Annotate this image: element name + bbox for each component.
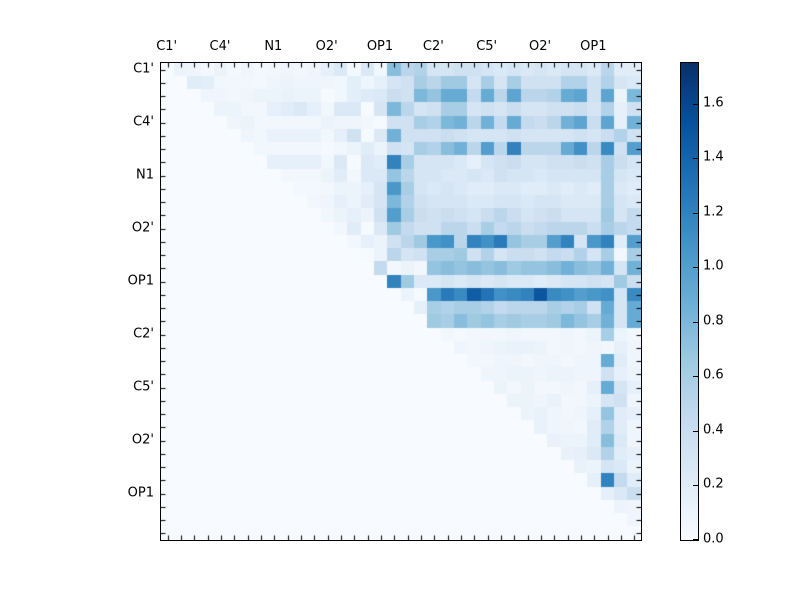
y-tick-label: C4' (133, 114, 154, 130)
x-tick-label: C5' (476, 39, 498, 54)
colorbar-tick (693, 158, 698, 159)
x-tick-label: C1' (156, 39, 178, 54)
y-tick-label: OP1 (127, 273, 154, 289)
y-tick-label: C5' (133, 379, 154, 395)
colorbar-tick (693, 322, 698, 323)
x-tick-label: O2' (528, 39, 552, 54)
colorbar-tick-label: 0.0 (703, 531, 724, 547)
colorbar-tick (693, 485, 698, 486)
colorbar-tick-label: 1.6 (703, 95, 724, 111)
y-tick-label: O2' (131, 220, 154, 236)
x-tick-label: N1 (264, 39, 283, 54)
colorbar-tick-label: 0.8 (703, 313, 724, 329)
colorbar-tick-label: 0.4 (703, 422, 724, 438)
x-tick-label: C2' (422, 39, 444, 54)
heatmap-canvas (161, 63, 641, 540)
x-tick-label: O2' (315, 39, 338, 54)
colorbar-tick (693, 431, 698, 432)
colorbar-gradient (681, 63, 698, 540)
colorbar-tick (693, 213, 698, 214)
y-tick-label: C2' (133, 326, 154, 342)
colorbar-tick (693, 376, 698, 377)
colorbar-tick-label: 0.6 (703, 367, 724, 383)
colorbar-tick-label: 1.2 (703, 204, 724, 220)
colorbar-tick-label: 0.2 (703, 476, 724, 492)
colorbar (680, 62, 699, 541)
colorbar-tick (693, 104, 698, 105)
x-tick-label: OP1 (580, 39, 607, 54)
heatmap-plot (160, 62, 642, 541)
y-tick-label: C1' (133, 61, 154, 77)
x-tick-label: OP1 (366, 39, 394, 54)
y-tick-label: O2' (131, 432, 154, 448)
colorbar-tick (693, 539, 698, 540)
colorbar-tick-label: 1.0 (703, 258, 724, 274)
colorbar-tick (693, 267, 698, 268)
x-tick-label: C4' (209, 39, 231, 54)
y-tick-label: OP1 (127, 485, 154, 501)
y-tick-label: N1 (136, 167, 154, 183)
colorbar-tick-label: 1.4 (703, 149, 724, 165)
